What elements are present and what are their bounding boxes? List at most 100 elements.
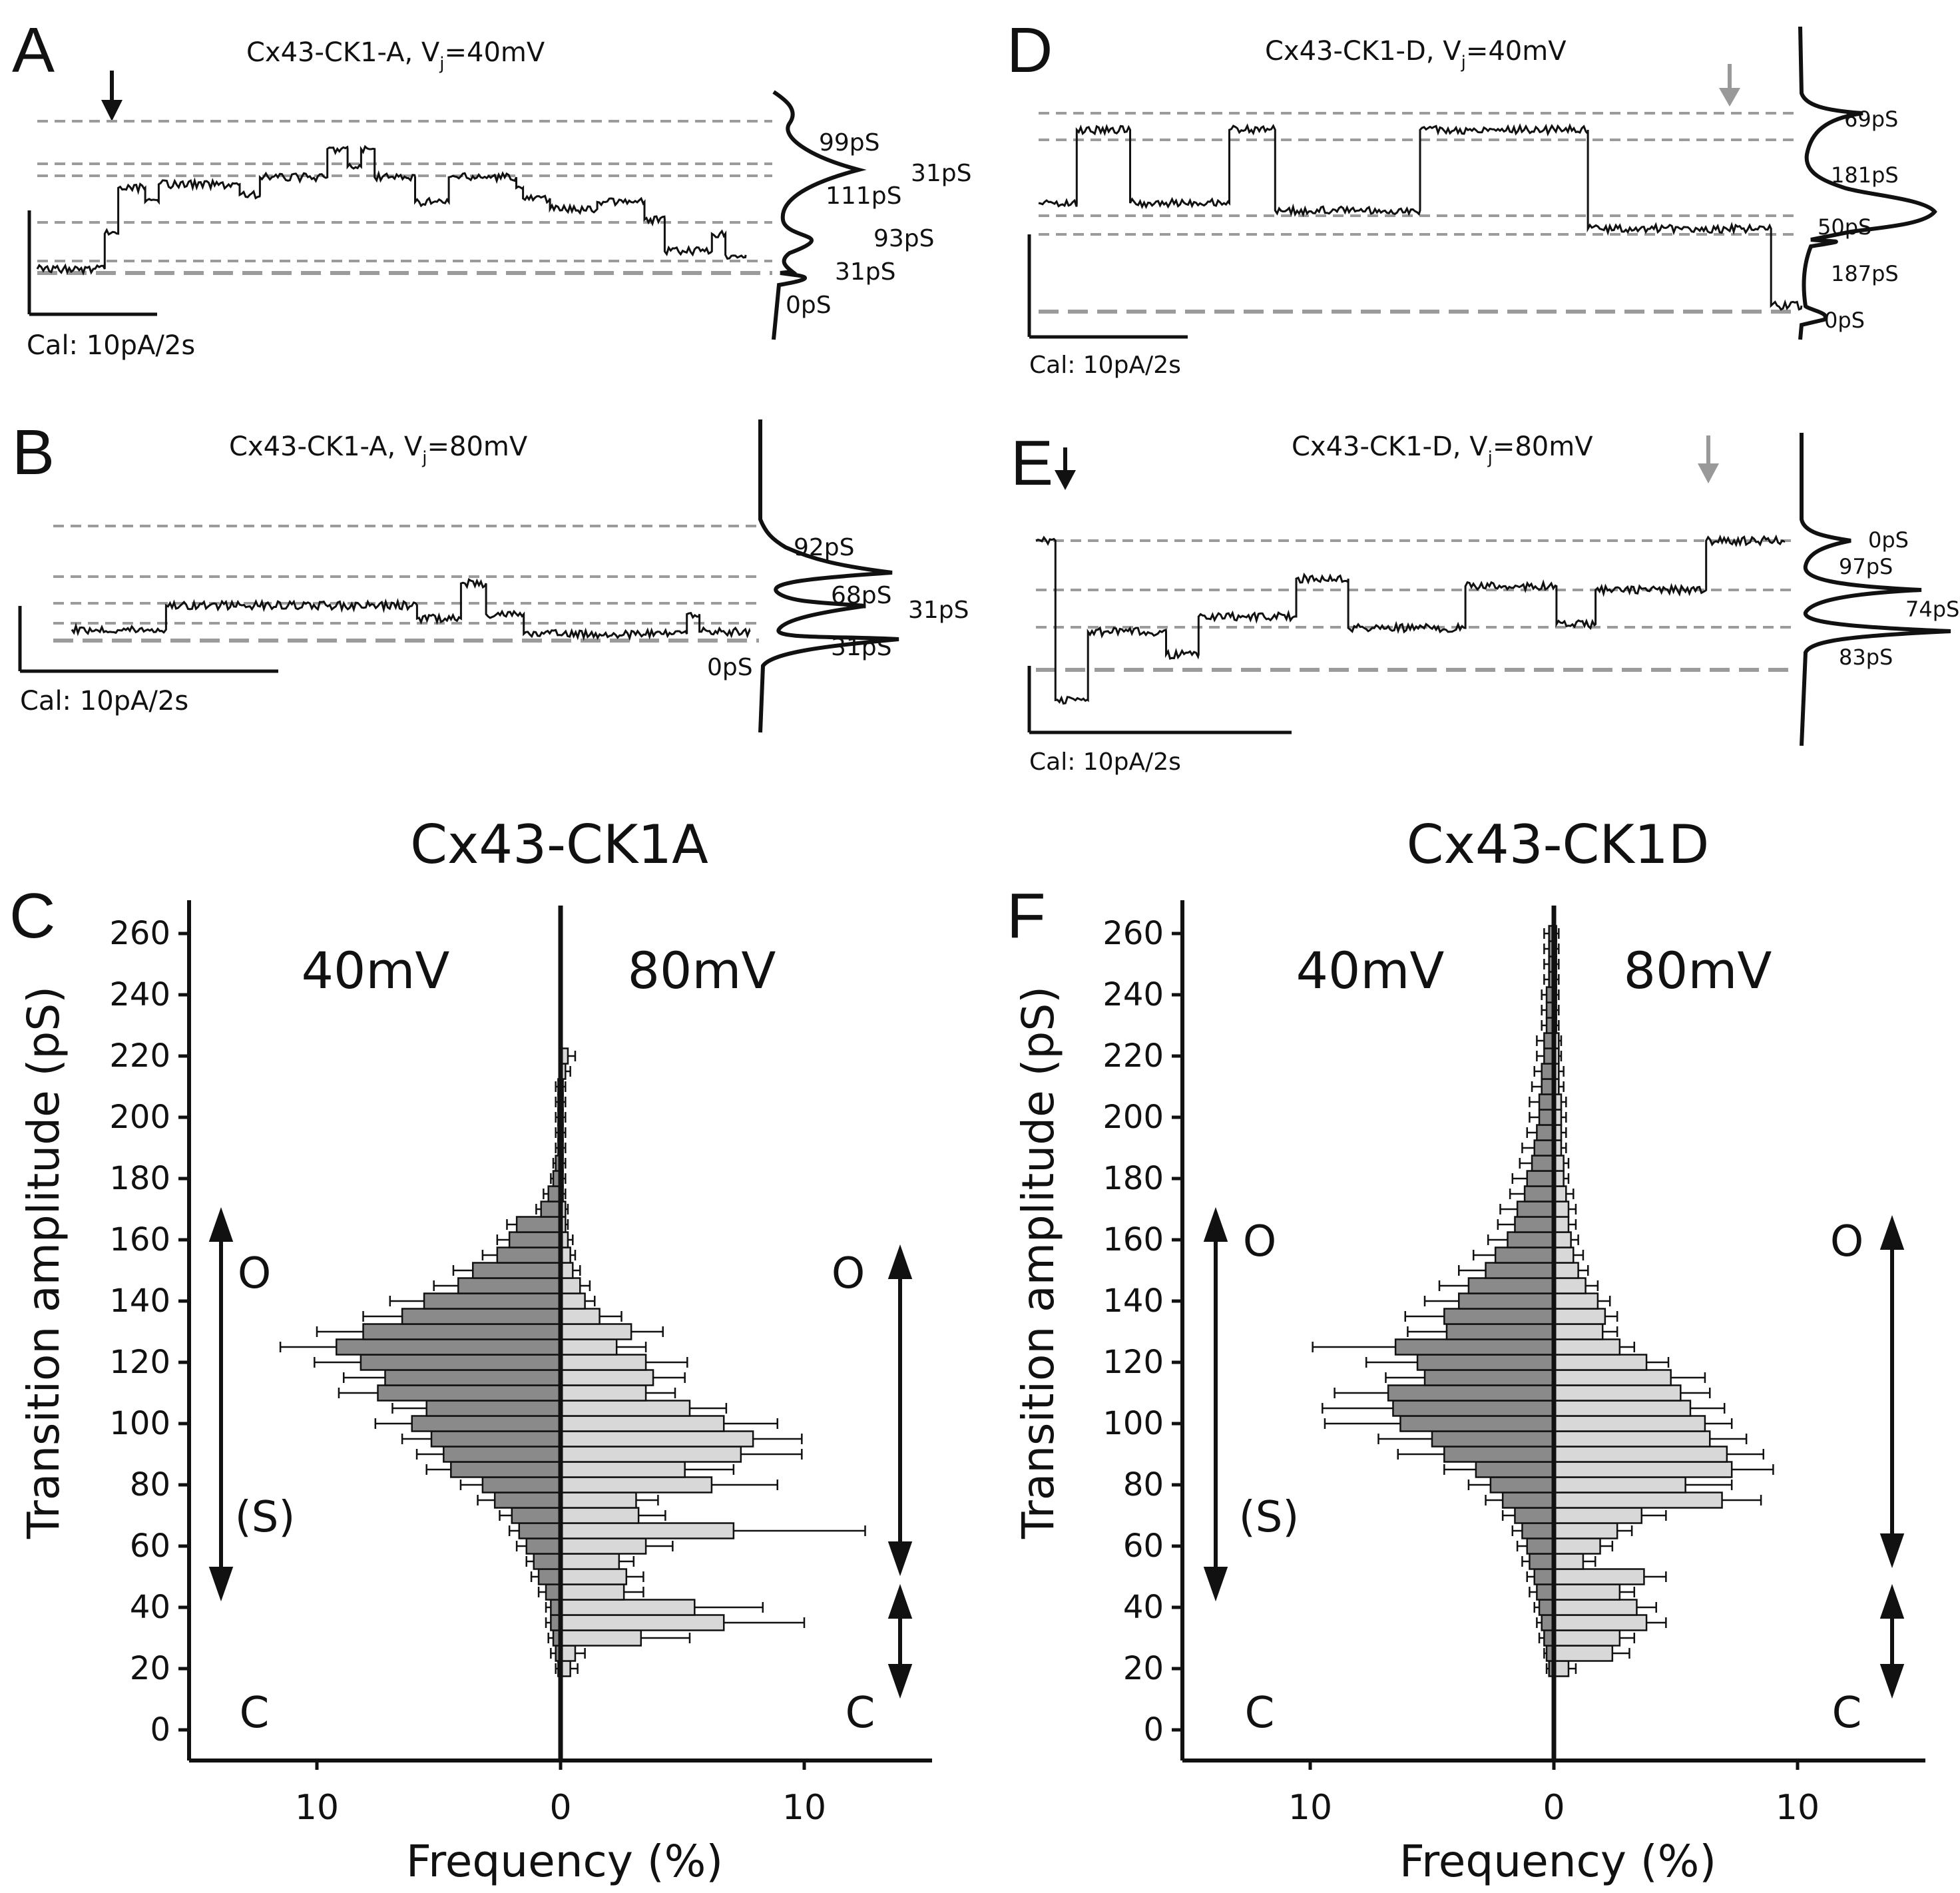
histogram-bar — [1553, 1292, 1599, 1310]
y-tick-label: 80 — [130, 1466, 170, 1503]
panel-e-title: Cx43-CK1-D, Vj=80mV — [1292, 431, 1593, 468]
histogram-bar — [511, 1507, 562, 1524]
histogram-bar — [559, 1384, 647, 1402]
y-tick-label: 220 — [109, 1037, 170, 1075]
panel-letter-d: D — [1007, 15, 1053, 86]
histogram-bar — [559, 1323, 632, 1340]
panel-e-reference-levels — [1036, 539, 1798, 672]
histogram-bar — [1553, 1430, 1711, 1448]
panel-b-level-label: 0pS — [707, 654, 753, 681]
histogram-bar — [1553, 1384, 1682, 1402]
histogram-bar — [1394, 1338, 1555, 1356]
y-tick-label: 180 — [1102, 1160, 1164, 1197]
panel-c: C Cx43-CK1A Transition amplitude (pS) Fr… — [9, 814, 932, 1887]
arrow-down-icon — [1719, 64, 1740, 107]
current-trace-line — [36, 144, 747, 276]
panel-b-amplitude-histogram — [758, 419, 899, 733]
histogram-bar — [1536, 1124, 1555, 1141]
state-label-closed: C — [1245, 1689, 1275, 1738]
panel-a-amplitude-histogram — [772, 90, 867, 340]
series-label-40mv: 40mV — [1296, 941, 1445, 1000]
panel-letter-f: F — [1007, 880, 1046, 951]
x-tick-label: 10 — [1288, 1788, 1332, 1828]
histogram-bar — [1553, 1537, 1601, 1555]
histogram-bar — [411, 1415, 562, 1432]
panel-a-level-label: 31pS — [911, 160, 972, 187]
y-tick-label: 0 — [150, 1711, 170, 1749]
x-axis-label: Frequency (%) — [1399, 1836, 1716, 1887]
panel-a-scale-bar — [27, 210, 157, 316]
histogram-bar — [1494, 1246, 1555, 1264]
state-label-closed: C — [846, 1689, 875, 1738]
histogram-bar — [1443, 1308, 1555, 1325]
current-trace-line — [1038, 123, 1803, 311]
series-label-40mv: 40mV — [302, 941, 450, 1000]
panel-a-level-label: 93pS — [873, 225, 935, 252]
y-tick-label: 180 — [109, 1160, 170, 1197]
arrow-down-icon — [1698, 435, 1719, 483]
panel-d-level-label: 181pS — [1831, 162, 1899, 188]
histogram-bar — [1514, 1216, 1555, 1233]
histogram-bar — [1514, 1507, 1555, 1524]
panel-letter-b: B — [12, 417, 55, 488]
histogram-bar — [1516, 1201, 1555, 1218]
histogram-bar — [1431, 1430, 1555, 1448]
panel-b-reference-levels — [53, 525, 759, 643]
histogram-bar — [559, 1461, 686, 1478]
histogram-bar — [559, 1507, 640, 1524]
histogram-bar — [471, 1262, 562, 1279]
histogram-bar — [1553, 1354, 1648, 1371]
histogram-bar — [1526, 1170, 1555, 1187]
double-arrow-icon — [1879, 1215, 1905, 1569]
histogram-bar — [1553, 1553, 1585, 1570]
panel-e-level-label: 74pS — [1905, 597, 1959, 622]
panel-b-title: Cx43-CK1-A, Vj=80mV — [229, 431, 528, 468]
panel-b-level-label: 31pS — [908, 597, 969, 624]
double-arrow-icon — [887, 1244, 913, 1577]
series-label-80mv: 80mV — [1624, 941, 1772, 1000]
panel-d-level-label: 0pS — [1824, 308, 1865, 333]
y-tick-label: 200 — [109, 1099, 170, 1136]
panel-b-level-label: 68pS — [831, 582, 892, 609]
y-tick-label: 60 — [130, 1527, 170, 1565]
histogram-bar — [537, 1568, 562, 1585]
panel-a-current-trace — [36, 144, 747, 276]
histogram-bar — [559, 1354, 647, 1371]
y-tick-label: 140 — [109, 1282, 170, 1320]
histogram-bar — [1526, 1537, 1555, 1555]
histogram-bar — [1536, 1583, 1555, 1601]
histogram-bar — [1553, 1599, 1638, 1616]
histogram-bar — [423, 1292, 562, 1310]
histogram-bar — [1531, 1155, 1555, 1172]
panel-d-reference-levels — [1039, 112, 1798, 314]
y-tick-label: 140 — [1102, 1282, 1164, 1320]
state-label-open: O — [1243, 1217, 1276, 1266]
histogram-bar — [559, 1568, 628, 1585]
histogram-bar — [1458, 1292, 1555, 1310]
histogram-bar — [1553, 1400, 1692, 1417]
histogram-bar — [559, 1430, 754, 1448]
arrow-down-icon — [1055, 447, 1076, 490]
y-tick-label: 0 — [1143, 1711, 1164, 1749]
histogram-bar — [559, 1400, 691, 1417]
histogram-bar — [1553, 1583, 1621, 1601]
histogram-bar — [481, 1476, 562, 1493]
y-tick-label: 100 — [1102, 1405, 1164, 1442]
histogram-bar — [533, 1553, 562, 1570]
y-tick-label: 20 — [130, 1650, 170, 1687]
histogram-bar — [1387, 1384, 1555, 1402]
y-tick-label: 100 — [109, 1405, 170, 1442]
histogram-bar — [401, 1308, 562, 1325]
y-axis-label: Transition amplitude (pS) — [18, 986, 69, 1539]
histogram-bar — [559, 1415, 725, 1432]
panel-e-amplitude-histogram — [1800, 433, 1951, 746]
histogram-bar — [1553, 1231, 1572, 1248]
y-tick-label: 40 — [130, 1589, 170, 1626]
current-trace-line — [1035, 534, 1786, 705]
histogram-bar — [1553, 1369, 1672, 1386]
histogram-bar — [559, 1599, 696, 1616]
state-label-closed: C — [240, 1689, 270, 1738]
panel-d-level-label: 187pS — [1831, 261, 1899, 286]
histogram-bar — [559, 1476, 713, 1493]
histogram-bar — [377, 1384, 562, 1402]
